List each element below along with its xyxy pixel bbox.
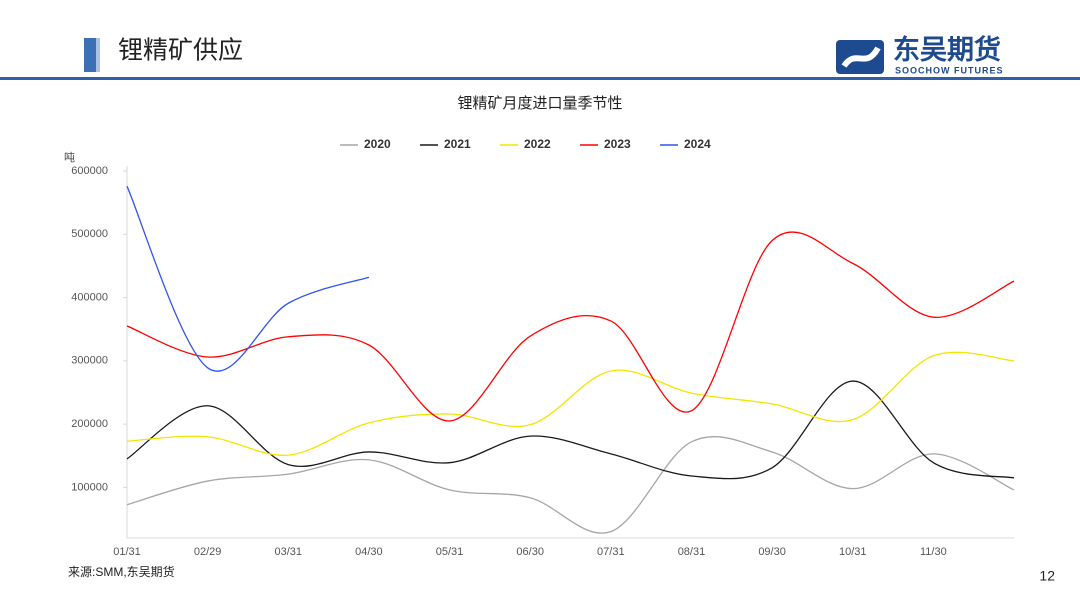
y-tick-label: 500000: [71, 228, 108, 240]
x-tick-label: 02/29: [194, 546, 222, 558]
y-tick-label: 300000: [71, 355, 108, 367]
logo: 东吴期货 SOOCHOW FUTURES: [836, 34, 1004, 75]
logo-text: 东吴期货: [893, 34, 1001, 65]
y-tick-label: 100000: [71, 481, 108, 493]
y-tick-label: 400000: [71, 291, 108, 303]
x-tick-label: 01/31: [113, 546, 141, 558]
series-line: [126, 436, 1015, 534]
x-tick-label: 03/31: [275, 546, 303, 558]
x-tick-label: 09/30: [758, 546, 786, 558]
legend-label: 2021: [444, 137, 471, 151]
x-tick-label: 11/30: [920, 546, 947, 558]
page-number: 12: [1039, 568, 1055, 584]
series-line: [126, 231, 1015, 422]
x-tick-label: 04/30: [355, 546, 383, 558]
chart-title: 锂精矿月度进口量季节性: [457, 95, 622, 112]
legend-label: 2023: [604, 137, 631, 151]
series-line: [126, 351, 1015, 456]
legend-label: 2020: [364, 137, 391, 151]
slide-title: 锂精矿供应: [118, 37, 243, 65]
legend-label: 2022: [524, 137, 551, 151]
x-tick-label: 08/31: [678, 546, 706, 558]
x-tick-label: 06/30: [516, 546, 544, 558]
series-line: [126, 380, 1015, 480]
series-line: [126, 185, 370, 372]
y-axis-label: 吨: [64, 151, 75, 164]
header-mark: [96, 38, 100, 72]
source: 来源:SMM,东吴期货: [68, 564, 175, 579]
logo-subtext: SOOCHOW FUTURES: [895, 65, 1004, 75]
header-mark: [84, 38, 96, 72]
y-tick-label: 600000: [71, 165, 108, 177]
x-tick-label: 10/31: [839, 546, 867, 558]
legend-label: 2024: [684, 137, 711, 151]
x-tick-label: 07/31: [597, 546, 625, 558]
header-rule: [0, 77, 1080, 80]
x-tick-label: 05/31: [436, 546, 464, 558]
y-tick-label: 200000: [71, 418, 108, 430]
